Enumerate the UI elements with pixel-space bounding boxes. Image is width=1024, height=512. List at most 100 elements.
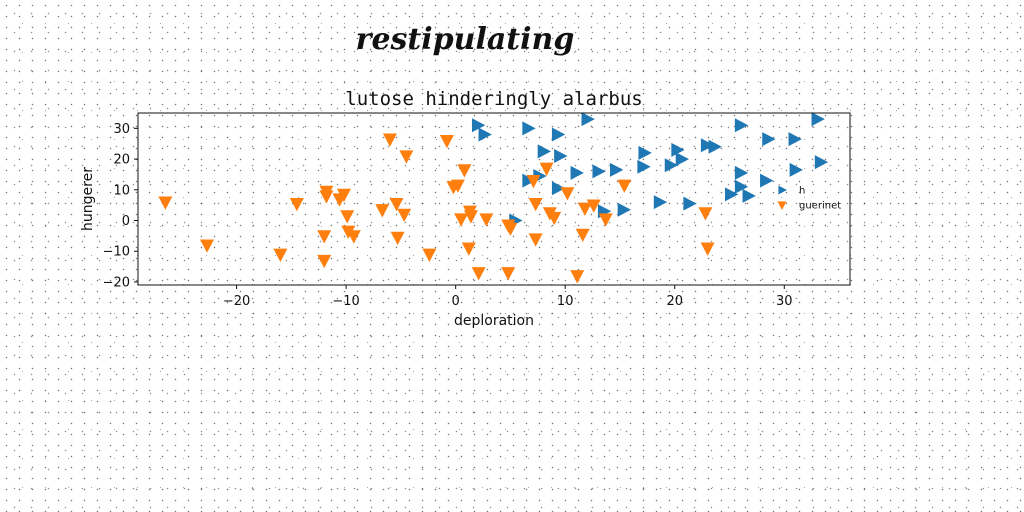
x-tick-label-5: 30	[776, 294, 793, 309]
plot-frame	[137, 112, 851, 286]
legend-label-h: h	[799, 186, 805, 197]
point-h-31	[734, 165, 749, 180]
point-guerinet-7	[319, 190, 334, 204]
y-tick-label-4: 20	[113, 153, 130, 168]
point-h-19	[637, 159, 651, 174]
y-axis-label: hungerer	[80, 167, 96, 231]
point-guerinet-24	[454, 213, 469, 227]
point-guerinet-28	[471, 267, 486, 281]
point-h-22	[675, 152, 690, 167]
point-guerinet-26	[462, 205, 477, 219]
point-guerinet-27	[461, 242, 476, 256]
point-h-32	[760, 173, 774, 188]
point-guerinet-44	[570, 270, 585, 284]
point-guerinet-47	[700, 242, 715, 256]
x-tick-label-2: 0	[452, 294, 460, 309]
point-guerinet-32	[501, 267, 516, 281]
point-h-34	[734, 179, 749, 194]
figure-suptitle: restipulating	[355, 22, 575, 57]
point-h-11	[592, 164, 606, 179]
point-guerinet-13	[375, 204, 390, 218]
point-guerinet-29	[479, 213, 494, 227]
x-tick-label-0: −20	[223, 294, 250, 309]
point-h-21	[671, 142, 685, 157]
x-tick-label-3: 10	[557, 294, 574, 309]
point-h-4	[581, 112, 595, 127]
point-guerinet-5	[317, 254, 332, 269]
point-h-33	[725, 187, 739, 202]
y-tick-label-1: −10	[103, 245, 130, 260]
point-guerinet-4	[317, 230, 332, 244]
point-h-26	[762, 132, 776, 147]
point-h-2	[522, 121, 536, 136]
point-guerinet-19	[422, 248, 437, 262]
point-h-6	[554, 149, 568, 163]
point-guerinet-40	[575, 228, 590, 243]
point-guerinet-14	[389, 198, 404, 212]
legend-marker-guerinet	[777, 201, 787, 210]
point-guerinet-41	[577, 202, 592, 216]
point-guerinet-9	[336, 188, 351, 203]
point-h-20	[664, 158, 679, 173]
y-tick-label-0: −20	[103, 275, 130, 290]
point-guerinet-34	[539, 162, 554, 176]
chart-legend: h guerinet	[777, 185, 841, 212]
y-tick-label-3: 10	[113, 183, 130, 198]
point-guerinet-12	[346, 230, 361, 244]
y-tick-label-5: 30	[113, 122, 130, 137]
point-guerinet-43	[598, 213, 613, 227]
point-h-30	[789, 162, 803, 177]
point-h-9	[551, 181, 566, 196]
point-guerinet-35	[528, 198, 543, 212]
x-tick-label-4: 20	[666, 294, 683, 309]
point-guerinet-17	[382, 133, 397, 147]
point-guerinet-0	[158, 196, 173, 210]
point-guerinet-23	[457, 164, 472, 178]
point-h-27	[788, 132, 802, 147]
x-tick-label-1: −10	[332, 294, 359, 309]
point-h-5	[537, 144, 551, 159]
point-guerinet-1	[200, 239, 215, 253]
y-tick-label-2: 0	[122, 214, 130, 229]
point-h-0	[471, 118, 486, 133]
point-guerinet-46	[698, 207, 713, 221]
point-guerinet-3	[289, 198, 304, 212]
chart-title: lutose hinderingly alarbus	[345, 88, 642, 110]
chart-marks	[158, 112, 829, 284]
point-guerinet-39	[560, 187, 575, 201]
point-h-16	[653, 195, 668, 210]
point-h-24	[708, 139, 722, 154]
point-h-29	[814, 155, 829, 170]
point-guerinet-33	[526, 174, 541, 189]
point-guerinet-36	[528, 233, 543, 247]
point-h-1	[478, 127, 492, 142]
point-guerinet-10	[340, 210, 355, 224]
legend-label-guerinet: guerinet	[799, 201, 841, 212]
point-guerinet-42	[586, 199, 601, 213]
point-h-12	[609, 162, 624, 177]
point-h-3	[551, 127, 566, 142]
point-h-35	[742, 188, 756, 203]
point-h-18	[638, 145, 652, 160]
y-axis-ticks: −20 −10 0 10 20 30	[103, 122, 138, 290]
point-guerinet-20	[439, 135, 454, 149]
point-h-23	[700, 138, 715, 153]
point-h-25	[734, 118, 749, 133]
point-h-28	[811, 112, 825, 127]
point-guerinet-16	[397, 208, 412, 223]
x-axis-ticks: −20 −10 0 10 20 30	[223, 285, 793, 309]
point-h-14	[617, 202, 631, 217]
point-guerinet-15	[390, 231, 405, 246]
point-h-17	[683, 196, 697, 211]
legend-marker-h	[778, 185, 787, 195]
point-guerinet-22	[450, 179, 465, 193]
point-h-10	[570, 165, 584, 180]
x-axis-label: deploration	[454, 313, 534, 329]
point-guerinet-31	[503, 222, 518, 236]
point-h-7	[522, 173, 536, 188]
point-guerinet-38	[547, 211, 562, 226]
point-guerinet-45	[617, 179, 632, 193]
point-guerinet-18	[399, 150, 414, 164]
point-guerinet-2	[273, 248, 288, 262]
